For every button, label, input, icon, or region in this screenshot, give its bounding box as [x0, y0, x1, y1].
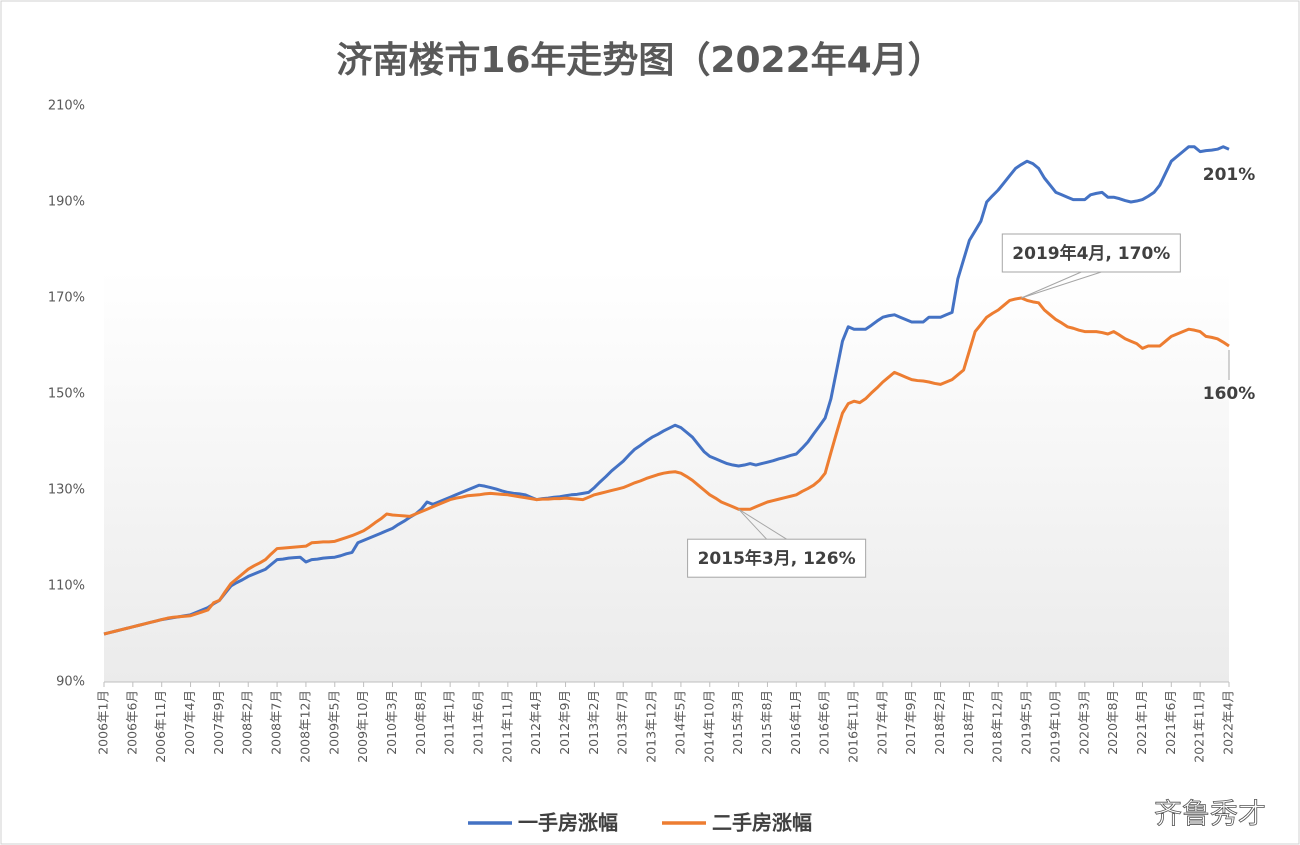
x-tick-label: 2009年5月: [326, 690, 341, 755]
x-tick-label: 2007年4月: [182, 690, 197, 755]
x-tick-label: 2016年11月: [846, 690, 861, 763]
x-tick-label: 2018年7月: [961, 690, 976, 755]
x-tick-label: 2008年7月: [269, 690, 284, 755]
x-tick-label: 2006年1月: [96, 690, 111, 755]
x-tick-label: 2020年3月: [1076, 690, 1091, 755]
y-tick-label: 110%: [48, 579, 85, 594]
watermark: 齐鲁秀才: [1154, 797, 1266, 830]
x-tick-label: 2019年10月: [1047, 690, 1062, 763]
label-leader: [738, 508, 767, 540]
x-tick-label: 2011年1月: [442, 690, 457, 755]
y-tick-label: 190%: [48, 195, 85, 210]
legend-label: 二手房涨幅: [712, 811, 812, 835]
x-tick-label: 2011年6月: [471, 690, 486, 755]
x-tick-label: 2008年2月: [240, 690, 255, 755]
x-tick-label: 2008年12月: [297, 690, 312, 763]
x-tick-label: 2013年7月: [615, 690, 630, 755]
label-box: [687, 538, 867, 578]
y-tick-label: 130%: [48, 483, 85, 498]
data-label: 160%: [1203, 384, 1256, 404]
series-line: [103, 145, 1230, 636]
x-tick-label: 2016年6月: [817, 690, 832, 755]
x-tick-label: 2011年11月: [499, 690, 514, 763]
x-tick-label: 2018年12月: [990, 690, 1005, 763]
x-tick-label: 2014年10月: [701, 690, 716, 763]
x-tick-label: 2015年3月: [730, 690, 745, 755]
y-tick-label: 210%: [48, 99, 85, 114]
callout: 2019年4月, 170%: [1001, 233, 1181, 299]
chart-title: 济南楼市16年走势图（2022年4月）: [336, 40, 943, 81]
x-tick-label: 2015年8月: [759, 690, 774, 755]
legend-label: 一手房涨幅: [518, 811, 618, 835]
x-tick-label: 2010年8月: [413, 690, 428, 755]
data-label: 201%: [1203, 165, 1256, 185]
x-tick-label: 2014年5月: [672, 690, 687, 755]
x-tick-label: 2012年4月: [528, 690, 543, 755]
x-tick-label: 2013年12月: [644, 690, 659, 763]
label-leader: [738, 508, 787, 540]
x-tick-label: 2019年5月: [1019, 690, 1034, 755]
x-tick-label: 2010年3月: [384, 690, 399, 755]
x-tick-label: 2009年10月: [355, 690, 370, 763]
x-tick-label: 2021年1月: [1134, 690, 1149, 755]
x-tick-label: 2007年9月: [211, 690, 226, 755]
label-leader: [1021, 271, 1102, 299]
x-tick-label: 2016年1月: [788, 690, 803, 755]
label-leader: [1021, 271, 1082, 299]
y-tick-label: 150%: [48, 387, 85, 402]
x-tick-label: 2021年6月: [1163, 690, 1178, 755]
plot-background: [104, 270, 1229, 682]
x-tick-label: 2021年11月: [1192, 690, 1207, 763]
data-label: 2019年4月, 170%: [1012, 243, 1170, 264]
x-tick-label: 2006年6月: [124, 690, 139, 755]
x-tick-label: 2013年2月: [586, 690, 601, 755]
label-box: [1001, 233, 1181, 273]
data-label: 2015年3月, 126%: [698, 548, 856, 569]
callout: 2015年3月, 126%: [687, 508, 867, 578]
x-tick-label: 2012年9月: [557, 690, 572, 755]
x-tick-label: 2018年2月: [932, 690, 947, 755]
x-tick-label: 2017年9月: [903, 690, 918, 755]
y-tick-label: 90%: [56, 675, 85, 690]
x-tick-label: 2020年8月: [1105, 690, 1120, 755]
x-tick-label: 2022年4月: [1221, 690, 1236, 755]
x-tick-label: 2006年11月: [153, 690, 168, 763]
x-tick-label: 2017年4月: [874, 690, 889, 755]
y-tick-label: 170%: [48, 291, 85, 306]
series-line: [103, 296, 1230, 636]
